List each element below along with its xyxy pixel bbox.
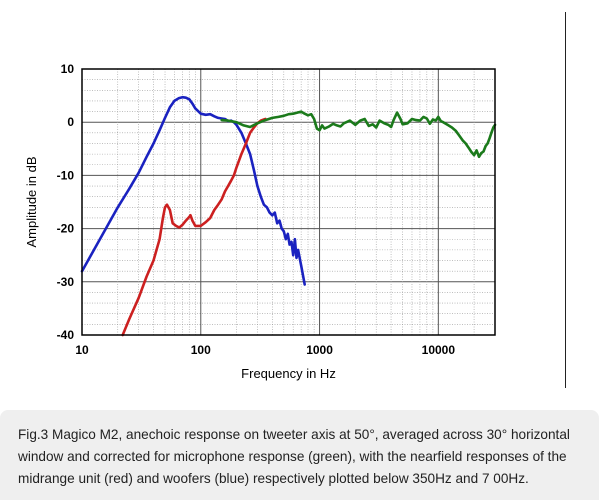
y-tick-label: 10 [61, 62, 75, 76]
x-tick-label: 10000 [422, 343, 456, 357]
side-divider [565, 12, 566, 388]
series-lines [80, 95, 497, 337]
woofer-response-line [80, 95, 306, 286]
y-tick-label: -20 [57, 222, 75, 236]
plot-frame [81, 68, 496, 336]
y-tick-label: -30 [57, 275, 75, 289]
y-tick-label: 0 [67, 115, 74, 129]
midrange-response-line [121, 117, 267, 337]
x-tick-label: 100 [191, 343, 211, 357]
response-chart: 10 100 1000 10000 10 0 -10 -20 -30 -40 Frequency … [24, 62, 497, 381]
figure-caption: Fig.3 Magico M2, anechoic response on tw… [18, 427, 570, 486]
y-tick-label: -10 [57, 168, 75, 182]
y-axis-label: Amplitude in dB [24, 156, 39, 247]
caption-box: Fig.3 Magico M2, anechoic response on tw… [0, 410, 599, 500]
x-tick-label: 1000 [306, 343, 333, 357]
y-tick-label: -40 [57, 328, 75, 342]
grid [81, 68, 496, 336]
x-tick-label: 10 [75, 343, 89, 357]
x-axis-label: Frequency in Hz [241, 366, 336, 381]
tweeter-axis-response-line [220, 110, 497, 159]
